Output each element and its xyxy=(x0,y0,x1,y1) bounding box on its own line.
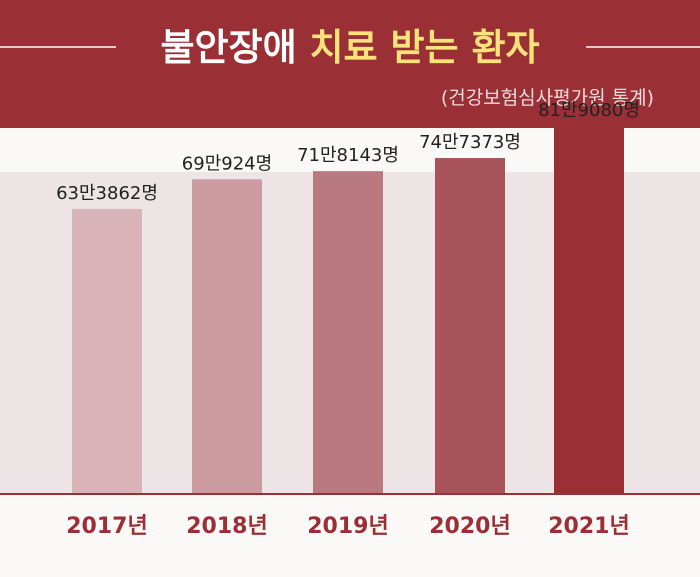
x-tick-label: 2018년 xyxy=(186,514,267,539)
data-label: 69만924명 xyxy=(182,153,272,174)
bar-2020년 xyxy=(435,158,505,493)
bar-2018년 xyxy=(192,179,262,493)
bar-2019년 xyxy=(313,171,383,493)
x-tick-label: 2017년 xyxy=(66,514,147,539)
data-label: 74만7373명 xyxy=(419,132,521,153)
bar-2017년 xyxy=(72,208,142,493)
data-label: 71만8143명 xyxy=(297,145,399,166)
x-tick-label: 2019년 xyxy=(307,514,388,539)
x-tick-label: 2020년 xyxy=(429,514,510,539)
x-axis-baseline xyxy=(0,493,700,495)
data-label: 63만3862명 xyxy=(56,183,158,204)
title-part-white: 불안장애 xyxy=(160,26,310,69)
bar-2021년 xyxy=(554,125,624,494)
header-divider-right xyxy=(586,46,700,48)
x-axis-area xyxy=(0,495,700,577)
x-tick-label: 2021년 xyxy=(548,514,629,539)
header-divider-left xyxy=(0,46,116,48)
header-banner: 불안장애 치료 받는 환자 (건강보험심사평가원 통계) xyxy=(0,0,700,128)
page-subtitle: (건강보험심사평가원 통계) xyxy=(440,87,654,109)
title-part-highlight: 치료 받는 환자 xyxy=(309,26,540,69)
data-label: 81만9080명 xyxy=(538,100,640,121)
page-title: 불안장애 치료 받는 환자 xyxy=(0,26,700,70)
